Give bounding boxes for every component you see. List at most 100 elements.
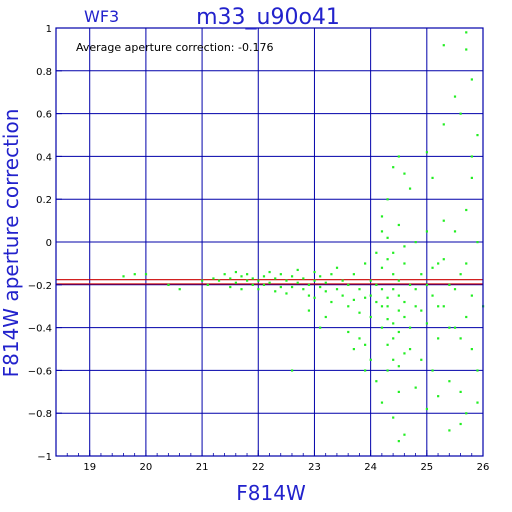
- data-point: [465, 31, 468, 34]
- data-point: [257, 288, 260, 291]
- data-point: [380, 266, 384, 269]
- data-point: [420, 273, 423, 276]
- y-tick-label: 1: [46, 24, 52, 35]
- data-point: [217, 279, 221, 282]
- data-point: [369, 358, 372, 361]
- data-point: [414, 288, 417, 291]
- data-point: [420, 309, 423, 312]
- x-tick-labels: 19 20 21 22 23 24 25 26: [83, 462, 489, 473]
- x-tick-label: 19: [83, 462, 96, 473]
- data-point: [212, 277, 215, 280]
- data-point: [476, 134, 479, 137]
- data-point: [459, 390, 462, 393]
- data-point: [453, 288, 457, 291]
- x-tick-label: 26: [477, 462, 490, 473]
- data-point: [437, 262, 440, 265]
- data-point: [251, 283, 254, 286]
- data-point: [403, 315, 406, 319]
- data-point: [319, 275, 322, 278]
- data-point: [133, 273, 136, 276]
- y-tick-labels: −1 −0.8 −0.6 −0.4 −0.2 0 0.2 0.4 0.6 0.8 1: [28, 24, 52, 463]
- data-point: [476, 401, 479, 404]
- data-point: [465, 48, 468, 51]
- data-point: [392, 416, 395, 419]
- data-point: [380, 326, 384, 329]
- data-point: [319, 285, 322, 289]
- data-point: [420, 358, 423, 361]
- data-point: [442, 44, 445, 47]
- data-point: [448, 326, 451, 329]
- data-point: [358, 288, 361, 291]
- y-tick-label: −0.8: [28, 409, 52, 420]
- data-point: [397, 330, 400, 334]
- data-point: [408, 348, 412, 351]
- data-point: [442, 219, 445, 222]
- data-point: [302, 277, 305, 280]
- data-point: [453, 326, 457, 329]
- data-point: [448, 283, 451, 286]
- data-point: [392, 288, 395, 291]
- data-point: [229, 285, 232, 289]
- data-point: [465, 315, 468, 319]
- y-tick-label: −0.6: [28, 366, 52, 377]
- data-point: [425, 151, 429, 154]
- data-point: [442, 258, 445, 261]
- data-point: [380, 230, 384, 233]
- data-point: [201, 279, 204, 282]
- y-tick-label: −0.2: [28, 281, 52, 292]
- reference-lines: [56, 279, 483, 285]
- data-point: [290, 369, 294, 372]
- data-point: [324, 315, 327, 319]
- data-point: [392, 251, 395, 254]
- data-point: [448, 380, 451, 383]
- data-point: [364, 296, 367, 299]
- x-tick-label: 21: [196, 462, 209, 473]
- data-point: [470, 348, 473, 351]
- data-point: [375, 300, 378, 304]
- data-point: [380, 401, 384, 404]
- data-point: [437, 305, 440, 308]
- data-point: [335, 266, 339, 269]
- annotation: Average aperture correction: -0.176: [76, 41, 273, 54]
- data-point: [330, 300, 333, 304]
- data-point: [369, 294, 372, 297]
- data-point: [431, 369, 434, 372]
- data-point: [279, 285, 282, 289]
- y-tick-label: 0.6: [36, 110, 52, 121]
- data-point: [296, 268, 299, 272]
- data-point: [364, 262, 367, 265]
- data-point: [392, 166, 395, 169]
- data-point: [229, 277, 232, 280]
- data-point: [380, 215, 384, 218]
- data-point: [459, 337, 462, 340]
- data-point: [352, 273, 355, 276]
- x-axis-title: F814W: [236, 481, 306, 505]
- data-point: [386, 296, 389, 299]
- data-point: [392, 337, 395, 340]
- data-point: [414, 386, 417, 389]
- data-point: [313, 296, 316, 299]
- data-point: [302, 288, 305, 291]
- data-point: [167, 283, 170, 286]
- data-point: [437, 337, 440, 340]
- data-point: [290, 275, 294, 278]
- data-point: [397, 279, 400, 282]
- data-points: [122, 31, 485, 443]
- data-point: [240, 275, 243, 278]
- data-point: [453, 230, 457, 233]
- data-point: [279, 273, 282, 276]
- data-point: [240, 288, 243, 291]
- data-point: [347, 283, 350, 286]
- data-point: [403, 172, 406, 175]
- data-point: [408, 326, 412, 329]
- x-tick-label: 23: [308, 462, 321, 473]
- data-point: [408, 187, 412, 190]
- data-point: [476, 241, 479, 244]
- data-point: [386, 236, 389, 239]
- data-point: [285, 292, 288, 295]
- data-point: [470, 176, 473, 179]
- x-tick-label: 24: [364, 462, 377, 473]
- y-tick-label: −0.4: [28, 324, 52, 335]
- data-point: [392, 273, 395, 276]
- data-point: [403, 262, 406, 265]
